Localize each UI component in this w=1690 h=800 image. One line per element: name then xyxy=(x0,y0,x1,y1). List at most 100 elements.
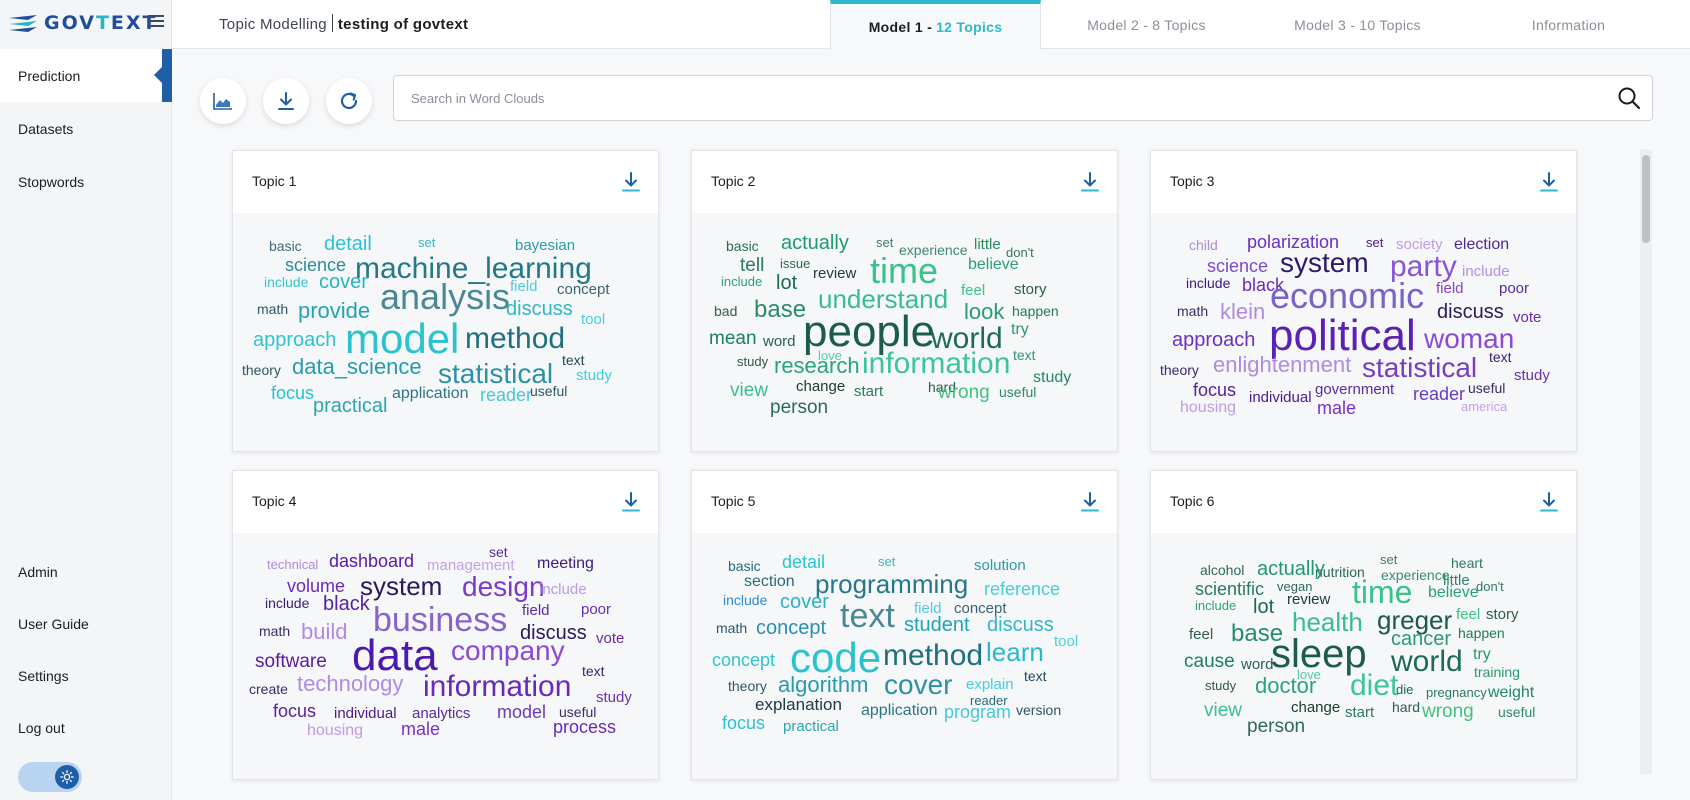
search-icon[interactable] xyxy=(1606,86,1652,110)
word-cloud-term: software xyxy=(255,651,327,672)
search-input[interactable] xyxy=(394,76,1606,120)
word-cloud-term: polarization xyxy=(1247,232,1340,252)
word-cloud-term: programming xyxy=(815,569,969,599)
sidebar-item-admin[interactable]: Admin xyxy=(0,546,172,598)
word-cloud-term: change xyxy=(1291,699,1341,716)
download-icon[interactable] xyxy=(1079,171,1101,193)
word-cloud-term: field xyxy=(510,278,538,295)
tab-model-2[interactable]: Model 2 -8 Topics xyxy=(1041,0,1252,49)
sidebar: GOVTEXT Prediction Datasets Stopwords Ad… xyxy=(0,0,172,800)
word-cloud-term: set xyxy=(418,235,436,250)
download-icon[interactable] xyxy=(1538,491,1560,513)
word-cloud-term: math xyxy=(257,301,289,317)
word-cloud-term: believe xyxy=(968,256,1019,273)
word-cloud: set technical dashboard management meeting vo… xyxy=(233,533,658,773)
word-cloud-term: useful xyxy=(999,384,1037,400)
breadcrumb: Topic Modelling testing of govtext xyxy=(219,14,468,33)
word-cloud-term: data_science xyxy=(292,354,422,379)
word-cloud-term: useful xyxy=(1498,704,1536,720)
word-cloud-term: person xyxy=(1247,716,1306,737)
chart-icon xyxy=(213,93,232,110)
word-cloud-term: set xyxy=(878,554,896,569)
word-cloud-term: hard xyxy=(928,379,957,395)
sidebar-item-user-guide[interactable]: User Guide xyxy=(0,598,172,650)
word-cloud-term: information xyxy=(423,670,572,703)
word-cloud-term: create xyxy=(249,681,288,697)
govtext-logo[interactable]: GOVTEXT xyxy=(8,10,158,36)
word-cloud-term: useful xyxy=(559,704,597,720)
word-cloud-term: change xyxy=(796,378,846,395)
word-cloud-term: field xyxy=(914,600,942,617)
word-cloud-term: theory xyxy=(1160,362,1199,378)
word-cloud-term: cancer xyxy=(1391,628,1452,650)
word-cloud-term: study xyxy=(1033,369,1072,386)
word-cloud-term: try xyxy=(1011,321,1029,338)
download-icon[interactable] xyxy=(620,171,642,193)
word-cloud-term: include xyxy=(723,592,768,608)
hamburger-menu-icon[interactable] xyxy=(148,12,164,30)
word-cloud-term: student xyxy=(904,614,970,636)
word-cloud-term: reference xyxy=(984,579,1061,599)
word-cloud-term: practical xyxy=(313,395,388,417)
topic-card: Topic 2 basic actually set experience little d… xyxy=(691,150,1118,452)
word-cloud-term: concept xyxy=(557,281,610,298)
word-cloud-term: world xyxy=(931,322,1003,355)
tab-model-1[interactable]: Model 1 -12 Topics xyxy=(830,0,1041,50)
sidebar-nav: Prediction Datasets Stopwords xyxy=(0,49,172,208)
word-cloud-term: look xyxy=(964,299,1005,324)
sidebar-item-datasets[interactable]: Datasets xyxy=(0,102,172,155)
sidebar-item-settings[interactable]: Settings xyxy=(0,650,172,702)
scrollbar-thumb[interactable] xyxy=(1642,155,1650,243)
chart-button[interactable] xyxy=(200,78,246,124)
word-cloud-term: useful xyxy=(530,383,568,399)
word-cloud-term: approach xyxy=(1172,329,1256,351)
word-cloud: basic detail set solution section programming… xyxy=(692,533,1117,773)
word-cloud-term: wrong xyxy=(938,382,990,403)
word-cloud-term: research xyxy=(774,353,860,378)
download-icon[interactable] xyxy=(1538,171,1560,193)
word-cloud-term: vote xyxy=(596,630,625,647)
download-icon[interactable] xyxy=(1079,491,1101,513)
word-cloud-term: include xyxy=(539,581,587,598)
word-cloud-term: math xyxy=(1177,303,1209,319)
word-cloud-term: view xyxy=(1204,700,1243,721)
scrollbar[interactable] xyxy=(1640,149,1652,774)
sidebar-item-stopwords[interactable]: Stopwords xyxy=(0,155,172,208)
sidebar-item-label: Log out xyxy=(18,720,65,736)
word-cloud-term: build xyxy=(301,619,348,644)
word-cloud-term: experience xyxy=(899,242,968,258)
tab-information[interactable]: Information xyxy=(1463,0,1674,49)
theme-toggle[interactable] xyxy=(18,762,82,792)
sidebar-item-prediction[interactable]: Prediction xyxy=(0,49,172,102)
refresh-button[interactable] xyxy=(326,78,372,124)
word-cloud-term: start xyxy=(854,383,884,400)
word-cloud-term: issue xyxy=(780,256,811,271)
word-cloud-term: discuss xyxy=(506,298,573,320)
breadcrumb-section[interactable]: Topic Modelling xyxy=(219,16,327,33)
sidebar-item-label: User Guide xyxy=(18,616,89,632)
topic-card: Topic 3 child polarization set society electi… xyxy=(1150,150,1577,452)
word-cloud-term: study xyxy=(576,367,612,384)
word-cloud-term: view xyxy=(730,380,769,401)
topic-card: Topic 5 basic detail set solution section prog… xyxy=(691,470,1118,780)
word-cloud-term: include xyxy=(1462,263,1510,280)
word-cloud-term: try xyxy=(1473,646,1491,663)
word-cloud-term: text xyxy=(1489,349,1512,365)
word-cloud-term: focus xyxy=(722,713,766,733)
tab-model-3[interactable]: Model 3 -10 Topics xyxy=(1252,0,1463,49)
word-cloud-term: technical xyxy=(267,557,319,572)
word-cloud-term: scientific xyxy=(1195,579,1265,599)
logo-text: GOVTEXT xyxy=(44,12,158,34)
word-cloud-term: actually xyxy=(1257,558,1325,580)
word-cloud-term: volume xyxy=(287,576,346,596)
word-cloud-term: actually xyxy=(781,232,849,254)
download-all-button[interactable] xyxy=(263,78,309,124)
download-icon[interactable] xyxy=(620,491,642,513)
sidebar-item-log-out[interactable]: Log out xyxy=(0,702,172,754)
word-cloud-term: practical xyxy=(783,718,839,735)
word-cloud-term: basic xyxy=(726,238,759,254)
word-cloud-term: training xyxy=(1474,664,1520,680)
word-cloud-term: reader xyxy=(1413,384,1466,404)
word-cloud-term: story xyxy=(1486,606,1519,623)
search-box xyxy=(393,75,1653,121)
